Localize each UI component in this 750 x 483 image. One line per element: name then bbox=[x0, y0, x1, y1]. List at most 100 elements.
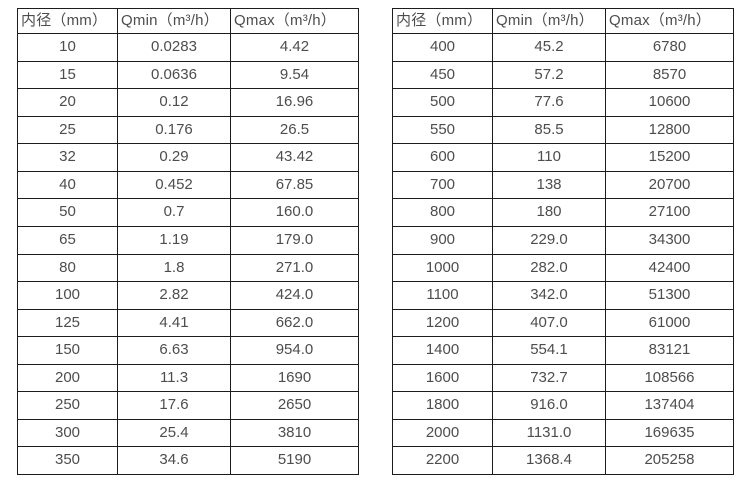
table-cell: 1800 bbox=[392, 391, 493, 420]
table-cell: 80 bbox=[17, 253, 118, 283]
table-row: 900 229.0 34300 bbox=[392, 225, 734, 255]
table-cell: 450 bbox=[392, 60, 493, 90]
table-cell: 700 bbox=[392, 170, 493, 200]
table-header-row: 内径（mm） Qmin（m³/h） Qmax（m³/h） bbox=[17, 8, 359, 34]
table-cell: 424.0 bbox=[230, 281, 359, 310]
table-cell: 50 bbox=[17, 198, 118, 227]
table-cell: 0.452 bbox=[117, 170, 231, 200]
table-cell: 34300 bbox=[605, 225, 734, 255]
table-cell: 67.85 bbox=[230, 170, 359, 200]
table-cell: 200 bbox=[17, 363, 118, 393]
table-row: 350 34.6 5190 bbox=[17, 446, 359, 475]
table-cell: 42400 bbox=[605, 253, 734, 283]
table-cell: 1131.0 bbox=[492, 418, 606, 448]
table-cell: 169635 bbox=[605, 418, 734, 448]
table-cell: 137404 bbox=[605, 391, 734, 420]
table-cell: 45.2 bbox=[492, 33, 606, 62]
table-row: 300 25.4 3810 bbox=[17, 418, 359, 448]
table-cell: 32 bbox=[17, 143, 118, 172]
table-cell: 179.0 bbox=[230, 225, 359, 255]
table-cell: 61000 bbox=[605, 308, 734, 338]
table-cell: 954.0 bbox=[230, 336, 359, 365]
table-cell: 25 bbox=[17, 115, 118, 145]
table-cell: 11.3 bbox=[117, 363, 231, 393]
table-cell: 65 bbox=[17, 225, 118, 255]
table-row: 400 45.2 6780 bbox=[392, 33, 734, 62]
table-cell: 0.7 bbox=[117, 198, 231, 227]
table-cell: 108566 bbox=[605, 363, 734, 393]
table-row: 100 2.82 424.0 bbox=[17, 281, 359, 310]
table-row: 600 110 15200 bbox=[392, 143, 734, 172]
table-cell: 407.0 bbox=[492, 308, 606, 338]
table-row: 32 0.29 43.42 bbox=[17, 143, 359, 172]
table-cell: 6.63 bbox=[117, 336, 231, 365]
table-row: 15 0.0636 9.54 bbox=[17, 60, 359, 90]
table-cell: 0.0283 bbox=[117, 33, 231, 62]
table-cell: 77.6 bbox=[492, 88, 606, 117]
spec-table-small-diameters: 内径（mm） Qmin（m³/h） Qmax（m³/h） 10 0.0283 4.4… bbox=[17, 8, 359, 475]
table-cell: 282.0 bbox=[492, 253, 606, 283]
table-cell: 20 bbox=[17, 88, 118, 117]
table-cell: 732.7 bbox=[492, 363, 606, 393]
table-cell: 554.1 bbox=[492, 336, 606, 365]
table-row: 1800 916.0 137404 bbox=[392, 391, 734, 420]
header-inner-diameter: 内径（mm） bbox=[392, 8, 493, 34]
table-cell: 15200 bbox=[605, 143, 734, 172]
table-cell: 26.5 bbox=[230, 115, 359, 145]
table-cell: 0.0636 bbox=[117, 60, 231, 90]
table-cell: 271.0 bbox=[230, 253, 359, 283]
table-cell: 2000 bbox=[392, 418, 493, 448]
table-cell: 400 bbox=[392, 33, 493, 62]
table-row: 50 0.7 160.0 bbox=[17, 198, 359, 227]
table-row: 125 4.41 662.0 bbox=[17, 308, 359, 338]
table-row: 1100 342.0 51300 bbox=[392, 281, 734, 310]
table-cell: 100 bbox=[17, 281, 118, 310]
header-qmax: Qmax（m³/h） bbox=[605, 8, 734, 34]
table-cell: 916.0 bbox=[492, 391, 606, 420]
table-cell: 20700 bbox=[605, 170, 734, 200]
table-cell: 800 bbox=[392, 198, 493, 227]
table-cell: 34.6 bbox=[117, 446, 231, 475]
table-cell: 1368.4 bbox=[492, 446, 606, 475]
table-row: 80 1.8 271.0 bbox=[17, 253, 359, 283]
table-cell: 1600 bbox=[392, 363, 493, 393]
table-cell: 180 bbox=[492, 198, 606, 227]
table-row: 65 1.19 179.0 bbox=[17, 225, 359, 255]
table-cell: 10 bbox=[17, 33, 118, 62]
table-cell: 25.4 bbox=[117, 418, 231, 448]
table-cell: 51300 bbox=[605, 281, 734, 310]
table-cell: 1200 bbox=[392, 308, 493, 338]
table-cell: 500 bbox=[392, 88, 493, 117]
table-cell: 600 bbox=[392, 143, 493, 172]
spec-table-large-diameters: 内径（mm） Qmin（m³/h） Qmax（m³/h） 400 45.2 6780… bbox=[392, 8, 734, 475]
table-cell: 15 bbox=[17, 60, 118, 90]
table-cell: 250 bbox=[17, 391, 118, 420]
table-cell: 27100 bbox=[605, 198, 734, 227]
table-cell: 2.82 bbox=[117, 281, 231, 310]
table-cell: 3810 bbox=[230, 418, 359, 448]
table-cell: 342.0 bbox=[492, 281, 606, 310]
table-row: 25 0.176 26.5 bbox=[17, 115, 359, 145]
table-cell: 229.0 bbox=[492, 225, 606, 255]
table-row: 20 0.12 16.96 bbox=[17, 88, 359, 117]
table-row: 500 77.6 10600 bbox=[392, 88, 734, 117]
table-cell: 12800 bbox=[605, 115, 734, 145]
header-qmax: Qmax（m³/h） bbox=[230, 8, 359, 34]
table-row: 2200 1368.4 205258 bbox=[392, 446, 734, 475]
table-row: 1200 407.0 61000 bbox=[392, 308, 734, 338]
table-cell: 138 bbox=[492, 170, 606, 200]
table-cell: 150 bbox=[17, 336, 118, 365]
table-row: 2000 1131.0 169635 bbox=[392, 418, 734, 448]
table-cell: 1000 bbox=[392, 253, 493, 283]
table-header-row: 内径（mm） Qmin（m³/h） Qmax（m³/h） bbox=[392, 8, 734, 34]
table-cell: 9.54 bbox=[230, 60, 359, 90]
table-cell: 8570 bbox=[605, 60, 734, 90]
table-cell: 2650 bbox=[230, 391, 359, 420]
table-cell: 85.5 bbox=[492, 115, 606, 145]
table-cell: 160.0 bbox=[230, 198, 359, 227]
table-row: 550 85.5 12800 bbox=[392, 115, 734, 145]
table-cell: 2200 bbox=[392, 446, 493, 475]
table-row: 150 6.63 954.0 bbox=[17, 336, 359, 365]
table-body: 10 0.0283 4.42 15 0.0636 9.54 20 0.12 16.96 25 0.1… bbox=[17, 33, 359, 475]
